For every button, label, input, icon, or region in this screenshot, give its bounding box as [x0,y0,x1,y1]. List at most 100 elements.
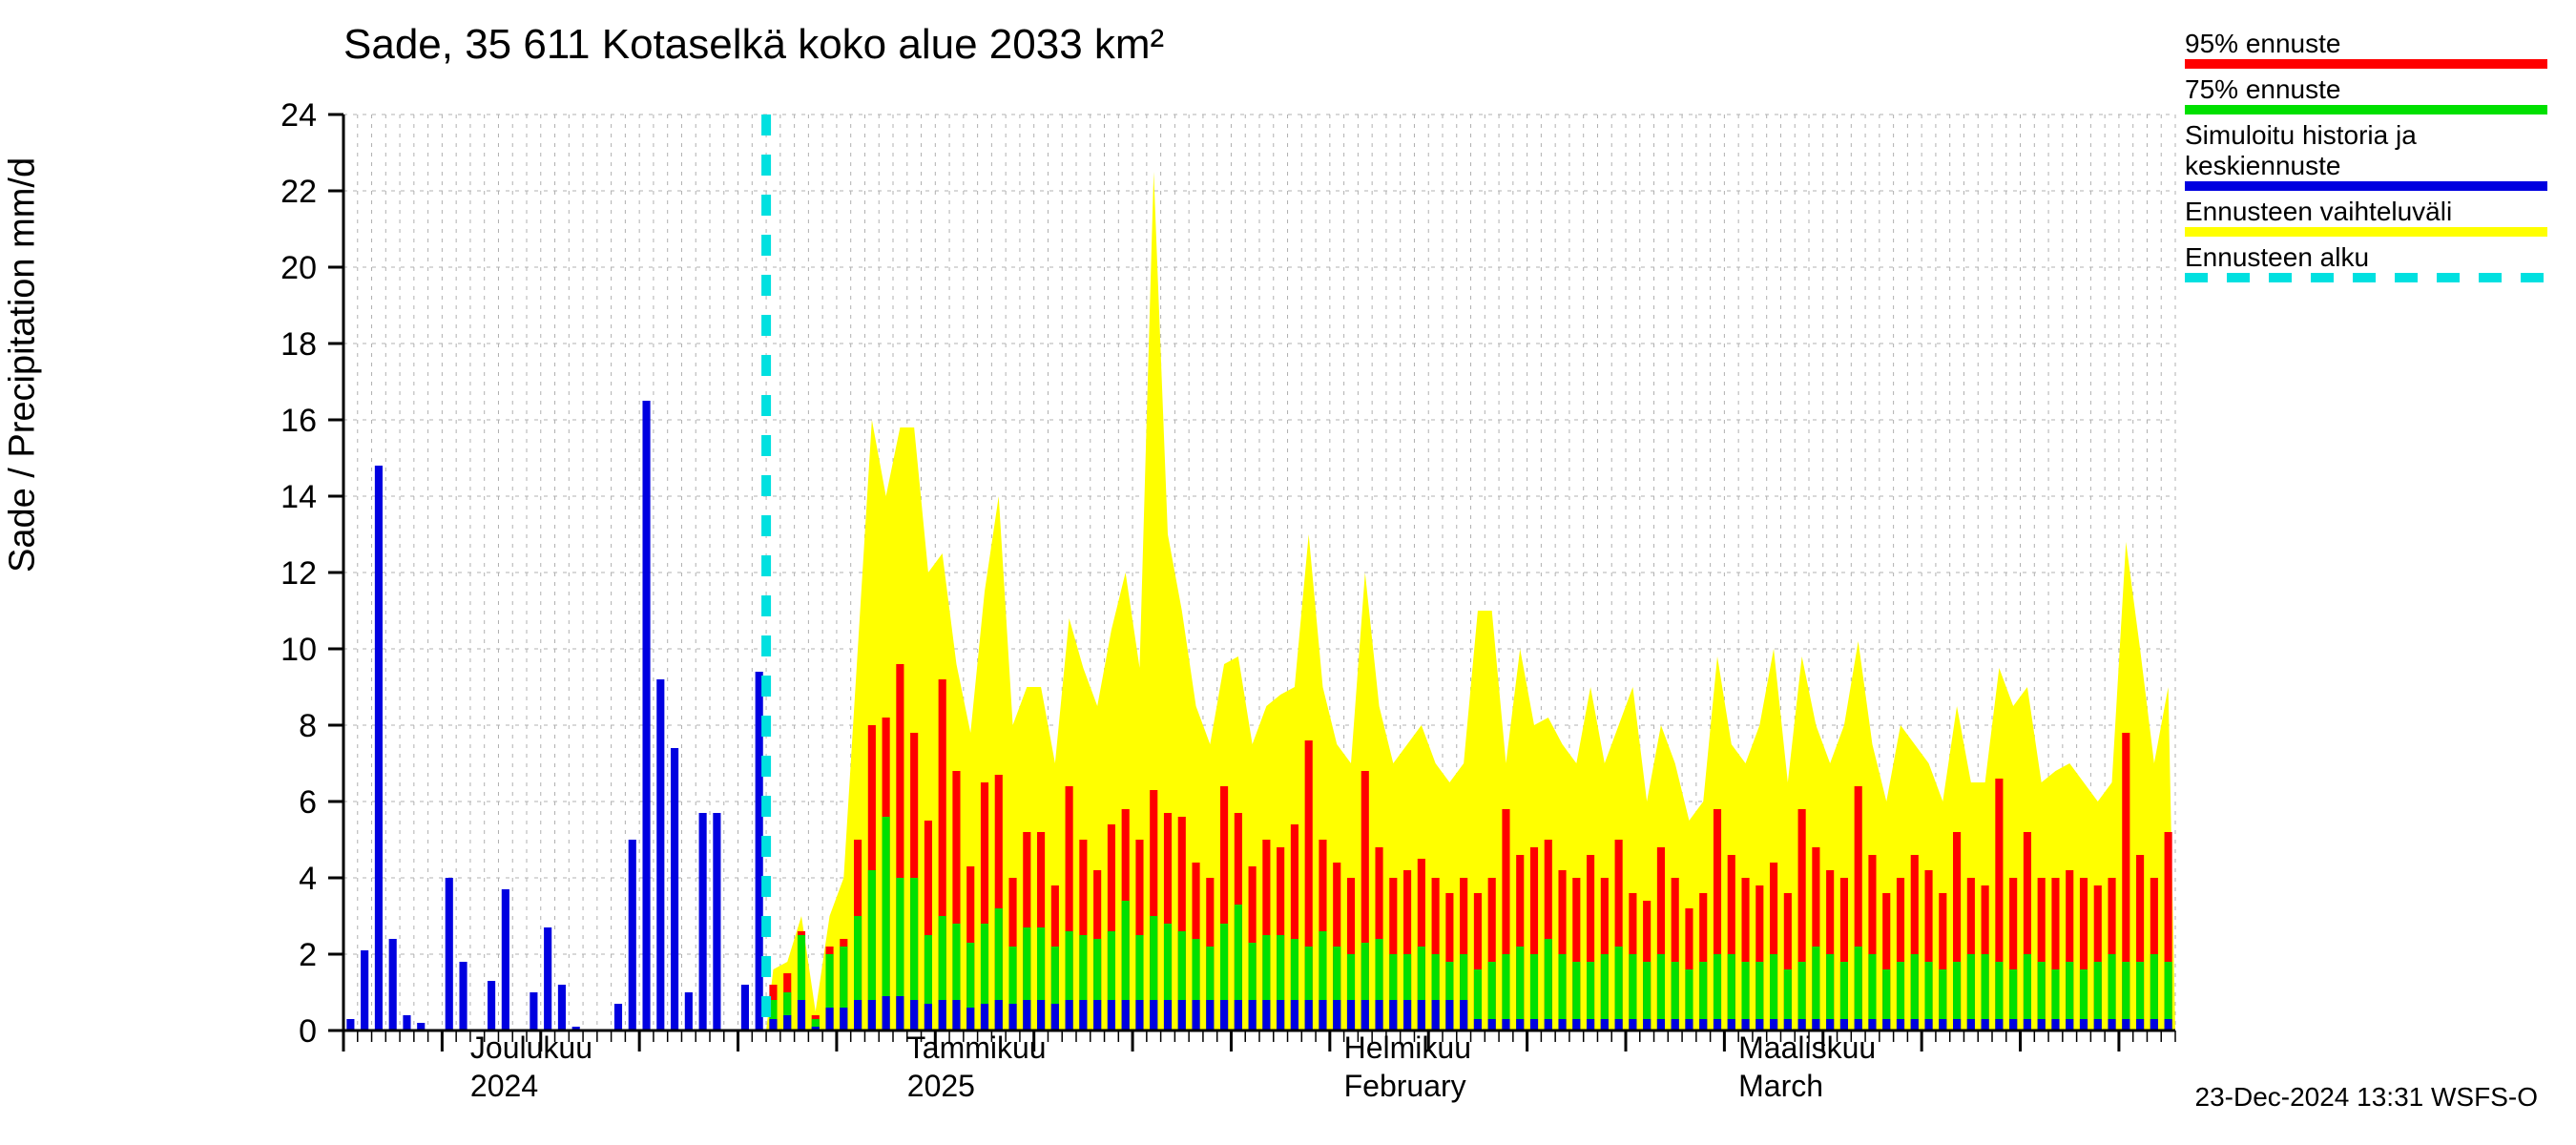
median-bar [1164,1000,1172,1030]
legend-swatch [2185,227,2547,237]
median-bar [1882,1019,1890,1030]
median-bar [1347,1000,1355,1030]
median-bar [1784,1019,1792,1030]
median-bar [1460,1000,1467,1030]
median-bar [1249,1000,1257,1030]
median-bar [1135,1000,1143,1030]
median-bar [1530,1019,1538,1030]
median-bar [1770,1019,1777,1030]
median-bar [883,996,890,1030]
median-bar [1319,1000,1326,1030]
median-bar [1840,1019,1848,1030]
p75-bar [1812,947,1819,1030]
month-label: Tammikuu [907,1030,1047,1066]
median-bar [1741,1019,1749,1030]
month-sublabel: March [1738,1069,1823,1104]
observed-bar [403,1015,410,1030]
median-bar [1643,1019,1651,1030]
median-bar [1305,1000,1313,1030]
observed-bar [685,992,693,1030]
median-bar [1502,1019,1509,1030]
observed-bar [488,981,495,1030]
median-bar [1291,1000,1298,1030]
median-bar [1008,1004,1016,1030]
median-bar [1333,1000,1340,1030]
median-bar [1516,1019,1524,1030]
legend-label: 95% ennuste [2185,29,2547,59]
svg-text:2: 2 [299,937,317,973]
median-bar [1657,1019,1665,1030]
timestamp: 23-Dec-2024 13:31 WSFS-O [2195,1082,2539,1113]
median-bar [1699,1019,1707,1030]
median-bar [1615,1019,1623,1030]
median-bar [1418,1000,1425,1030]
median-bar [910,1000,918,1030]
median-bar [1939,1019,1946,1030]
median-bar [2094,1019,2102,1030]
legend-swatch [2185,59,2547,69]
median-bar [1488,1019,1496,1030]
median-bar [2165,1019,2172,1030]
observed-bar [671,748,678,1030]
chart-title: Sade, 35 611 Kotaselkä koko alue 2033 km… [343,21,1164,69]
median-bar [1572,1019,1580,1030]
median-bar [2136,1019,2144,1030]
observed-bar [346,1019,354,1030]
median-bar [2009,1019,2017,1030]
observed-bar [544,927,551,1030]
observed-bar [530,992,537,1030]
median-bar [1798,1019,1806,1030]
legend: 95% ennuste75% ennusteSimuloitu historia… [2185,29,2547,288]
median-bar [1728,1019,1735,1030]
month-sublabel: 2024 [470,1069,538,1104]
observed-bar [361,950,368,1030]
median-bar [966,1008,974,1030]
median-bar [939,1000,946,1030]
median-bar [1361,1000,1369,1030]
legend-swatch [2185,181,2547,191]
median-bar [1629,1019,1636,1030]
median-bar [1714,1019,1721,1030]
legend-label: Simuloitu historia ja keskiennuste [2185,120,2547,181]
legend-swatch [2185,273,2547,282]
svg-text:8: 8 [299,708,317,744]
median-bar [1066,1000,1073,1030]
month-sublabel: 2025 [907,1069,975,1104]
y-axis-label: Sade / Precipitation mm/d [3,157,44,572]
observed-bar [459,962,467,1030]
median-bar [2150,1019,2158,1030]
median-bar [1037,1000,1045,1030]
median-bar [1685,1019,1693,1030]
p75-bar [1545,939,1552,1030]
median-bar [1755,1019,1763,1030]
p75-bar [1615,947,1623,1030]
median-bar [1812,1019,1819,1030]
legend-entry: Ennusteen vaihteluväli [2185,197,2547,237]
svg-text:14: 14 [280,479,317,515]
p75-bar [1855,947,1862,1030]
x-axis-labels: Joulukuu2024Tammikuu2025HelmikuuFebruary… [0,1030,2576,1116]
median-bar [1178,1000,1186,1030]
median-bar [840,1008,847,1030]
legend-swatch [2185,105,2547,114]
median-bar [1122,1000,1130,1030]
median-bar [1601,1019,1609,1030]
observed-bar [502,889,509,1030]
median-bar [798,1000,805,1030]
median-bar [2122,1019,2129,1030]
median-bar [1911,1019,1919,1030]
median-bar [1403,1000,1411,1030]
legend-entry: Simuloitu historia ja keskiennuste [2185,120,2547,191]
svg-text:18: 18 [280,326,317,363]
median-bar [1192,1000,1199,1030]
median-bar [1206,1000,1214,1030]
svg-text:12: 12 [280,555,317,592]
svg-text:24: 24 [280,97,317,134]
svg-text:16: 16 [280,403,317,439]
median-bar [854,1000,862,1030]
median-bar [1220,1000,1228,1030]
median-bar [2080,1019,2088,1030]
observed-bar [389,939,397,1030]
month-label: Maaliskuu [1738,1030,1876,1066]
median-bar [896,996,904,1030]
